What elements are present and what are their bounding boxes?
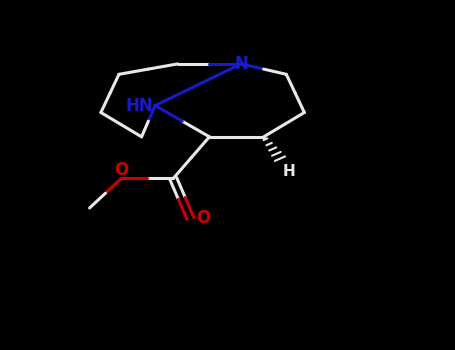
- Text: O: O: [114, 161, 128, 179]
- Text: N: N: [234, 55, 248, 73]
- Text: H: H: [282, 164, 295, 179]
- Text: HN: HN: [125, 97, 153, 114]
- Text: O: O: [196, 209, 210, 228]
